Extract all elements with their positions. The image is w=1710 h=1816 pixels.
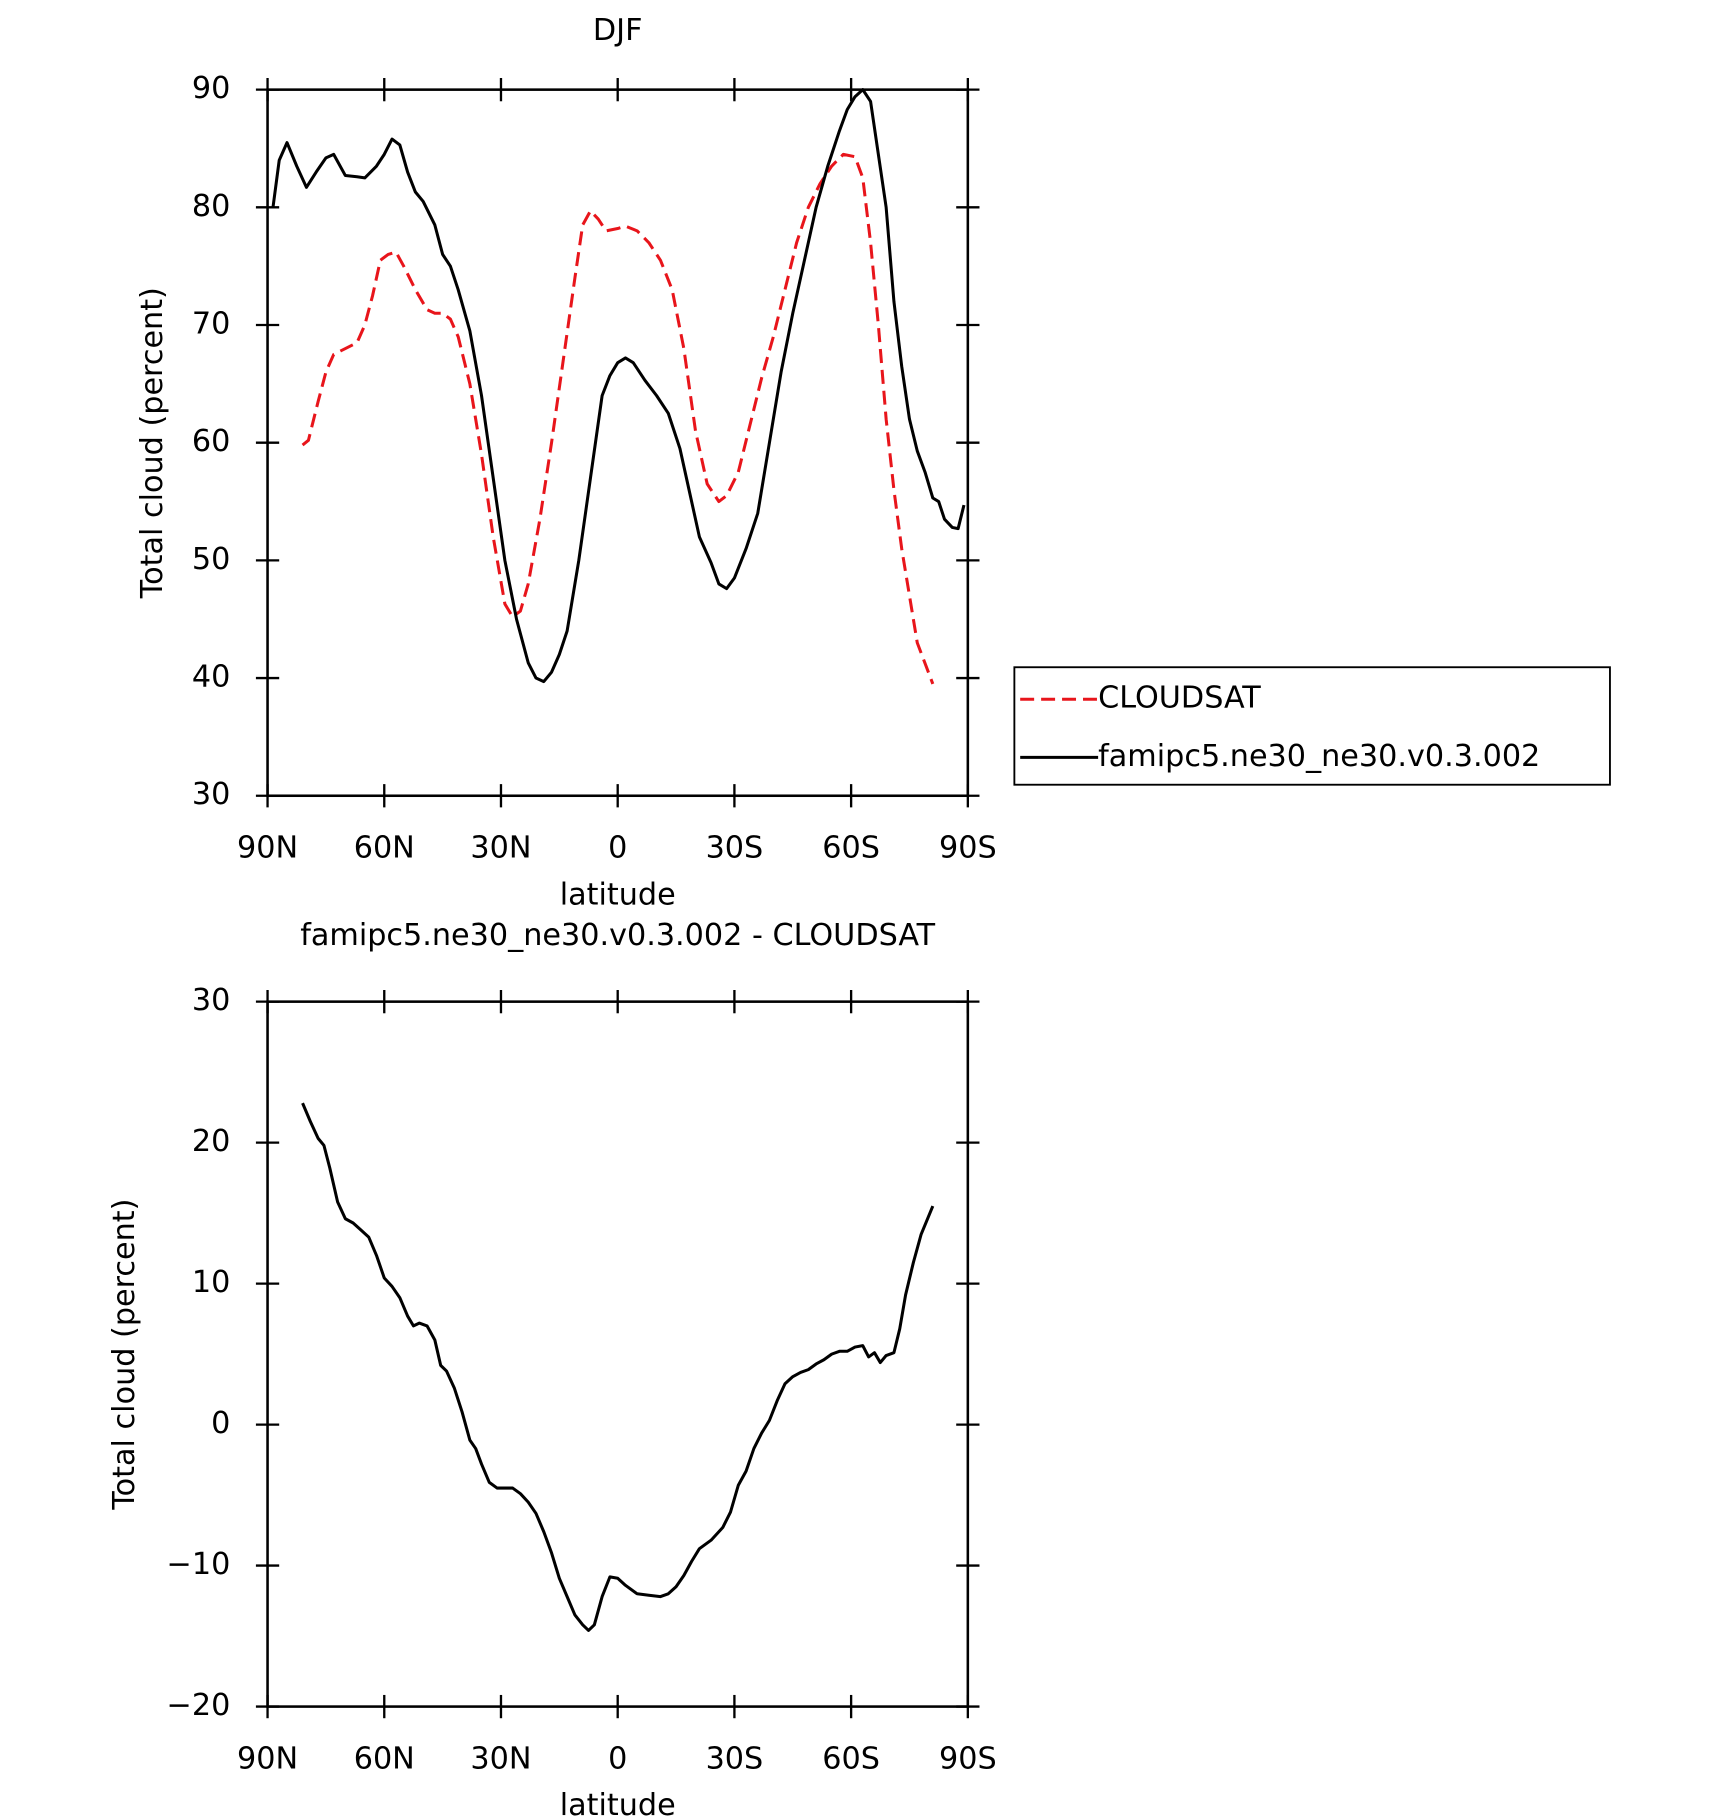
legend-label: CLOUDSAT [1098,681,1261,716]
legend-label: famipc5.ne30_ne30.v0.3.002 [1098,739,1540,774]
y-tick-label: −10 [167,1547,231,1582]
x-tick-label: 90N [237,831,298,866]
x-tick-label: 90S [939,831,997,866]
y-tick-label: 10 [192,1265,230,1300]
x-tick-label: 30N [470,1742,531,1777]
x-axis-label: latitude [560,877,676,912]
x-tick-label: 60S [822,1742,880,1777]
y-tick-label: 30 [192,983,230,1018]
x-tick-label: 90N [237,1742,298,1777]
y-tick-label: 50 [192,542,230,577]
legend-box [1013,666,1611,786]
data-line [301,152,935,685]
plot-frame [266,1000,970,1708]
x-tick-label: 0 [608,831,627,866]
y-tick-label: −20 [167,1688,231,1723]
y-tick-label: 70 [192,307,230,342]
y-axis-label: Total cloud (percent) [135,287,170,599]
x-tick-label: 90S [939,1742,997,1777]
x-tick-label: 60N [354,831,415,866]
chart-title: DJF [593,13,643,48]
y-tick-label: 0 [211,1406,230,1441]
x-tick-label: 0 [608,1742,627,1777]
x-tick-label: 30N [470,831,531,866]
y-tick-label: 60 [192,424,230,459]
y-tick-label: 40 [192,660,230,695]
y-tick-label: 90 [192,71,230,106]
y-tick-label: 80 [192,189,230,224]
plot-frame [266,88,970,798]
x-axis-label: latitude [560,1788,676,1816]
y-tick-label: 30 [192,777,230,812]
x-tick-label: 60N [354,1742,415,1777]
x-tick-label: 30S [706,831,764,866]
data-line [301,1102,935,1632]
y-tick-label: 20 [192,1124,230,1159]
x-tick-label: 30S [706,1742,764,1777]
x-tick-label: 60S [822,831,880,866]
data-line [271,88,966,684]
y-axis-label: Total cloud (percent) [107,1199,142,1511]
chart-title: famipc5.ne30_ne30.v0.3.002 - CLOUDSAT [300,918,935,953]
